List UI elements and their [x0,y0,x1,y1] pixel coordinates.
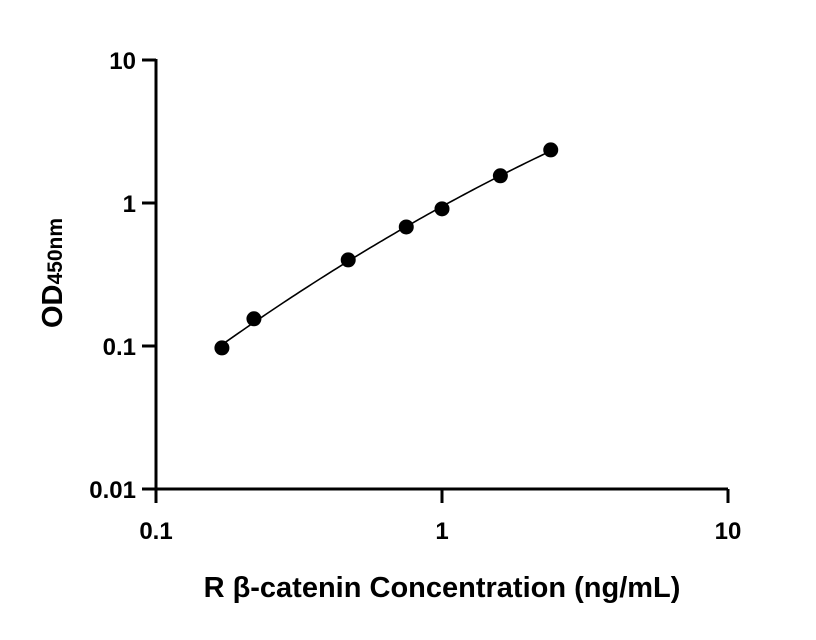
y-tick-label: 1 [123,191,136,218]
y-tick-label: 0.1 [103,334,136,361]
data-point [398,219,414,235]
x-tick-label: 1 [435,518,448,545]
y-axis-title-main: OD [37,285,69,329]
x-axis-title: R β-catenin Concentration (ng/mL) [204,572,681,604]
data-point [214,340,230,356]
data-points [214,142,559,356]
x-tick-label: 0.1 [139,518,172,545]
axes [142,58,730,503]
data-point [340,252,356,268]
data-point [543,142,559,158]
data-point [492,168,508,184]
y-tick-label: 10 [109,48,136,75]
y-axis-title: OD450nm [37,218,69,328]
data-point [434,201,450,217]
y-axis-title-subscript: 450nm [44,218,67,285]
data-point [246,311,262,327]
x-tick-label: 10 [715,518,742,545]
y-tick-label: 0.01 [89,477,136,504]
